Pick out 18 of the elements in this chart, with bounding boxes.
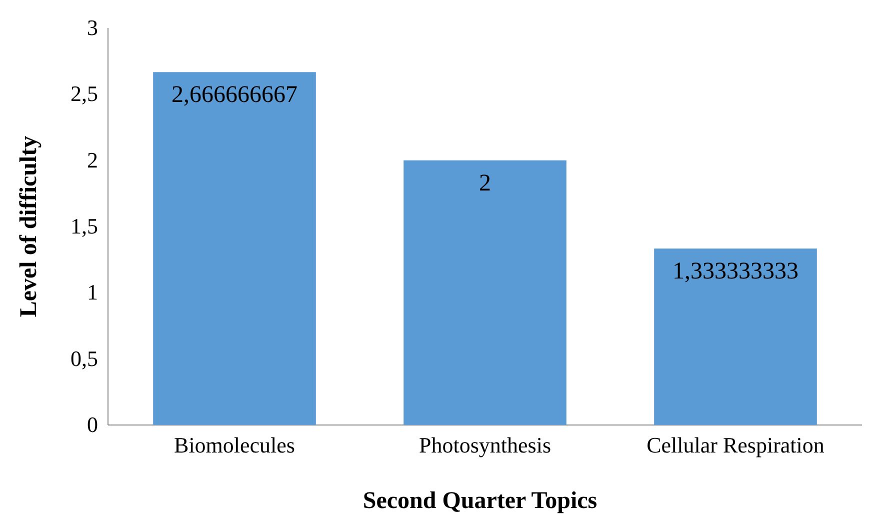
bar [153, 72, 316, 425]
y-tick-label: 2 [87, 147, 98, 172]
data-label: 1,333333333 [672, 258, 798, 285]
x-axis-title: Second Quarter Topics [362, 488, 598, 514]
y-tick-label: 0 [87, 412, 98, 438]
y-tick-label: 1 [87, 280, 98, 305]
x-tick-label: Cellular Respiration [646, 432, 824, 458]
bar [404, 160, 566, 425]
y-tick-label: 2,5 [70, 81, 98, 106]
x-tick-label: Photosynthesis [418, 432, 552, 458]
y-tick-label: 0,5 [70, 346, 98, 371]
x-tick-label: Biomolecules [174, 432, 295, 458]
data-label: 2 [479, 170, 491, 196]
y-tick-label: 1,5 [70, 214, 98, 239]
data-label: 2,666666667 [172, 82, 298, 108]
bar [654, 248, 817, 425]
y-tick-label: 3 [87, 15, 98, 40]
y-axis-title: Level of difficulty [16, 136, 42, 318]
